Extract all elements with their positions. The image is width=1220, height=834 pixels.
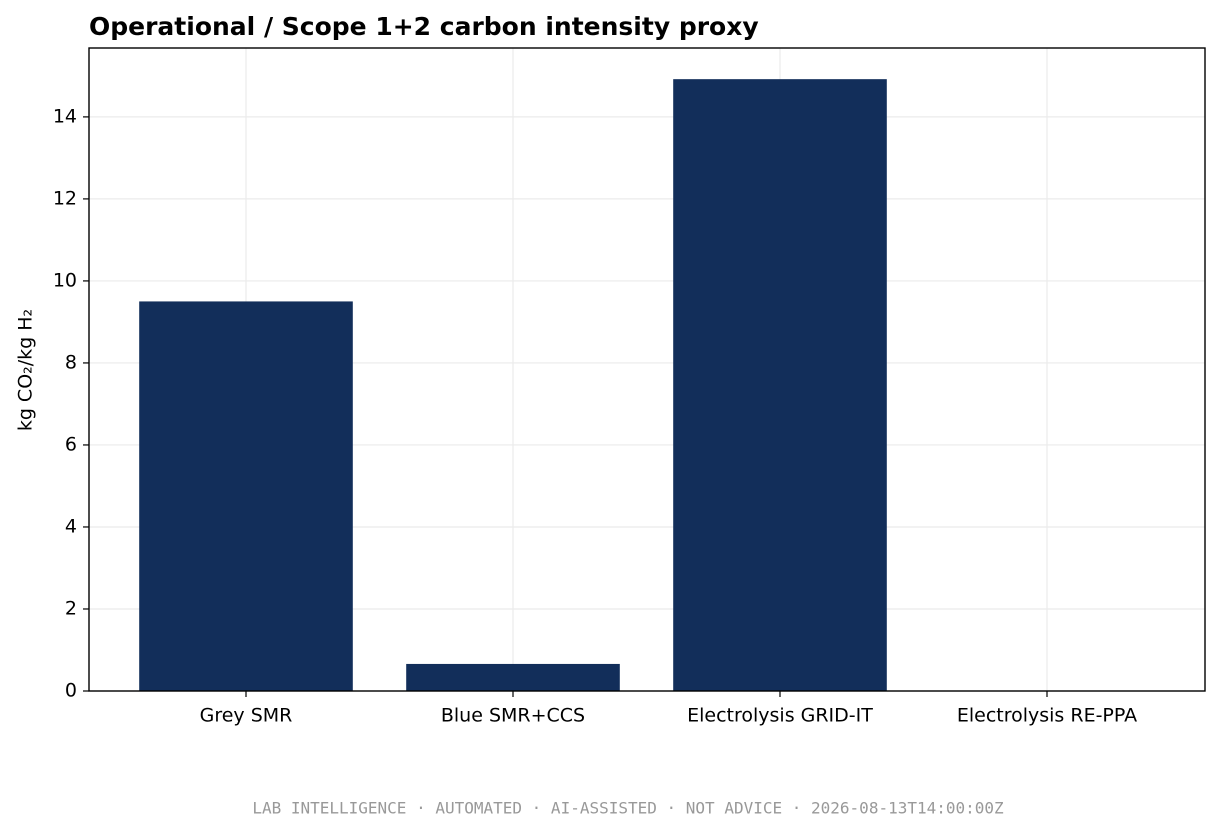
y-tick-label: 8 xyxy=(65,351,77,373)
bar xyxy=(139,301,353,691)
x-tick-label: Blue SMR+CCS xyxy=(441,705,585,727)
y-tick-label: 4 xyxy=(65,515,77,537)
y-tick-label: 12 xyxy=(53,187,77,209)
footer: LAB INTELLIGENCE · AUTOMATED · AI-ASSIST… xyxy=(252,799,1004,818)
y-tick-label: 14 xyxy=(53,105,77,127)
bar xyxy=(406,663,620,691)
plot-frame xyxy=(88,47,1206,692)
x-tick-label: Grey SMR xyxy=(200,705,293,727)
chart-title: Operational / Scope 1+2 carbon intensity… xyxy=(89,12,759,41)
y-tick-label: 10 xyxy=(53,269,77,291)
y-axis-label: kg CO₂/kg H₂ xyxy=(15,309,37,431)
y-tick-label: 6 xyxy=(65,433,77,455)
x-tick-label: Electrolysis RE-PPA xyxy=(957,705,1137,727)
bar xyxy=(673,79,887,691)
y-tick-label: 2 xyxy=(65,597,77,619)
y-tick-label: 0 xyxy=(65,680,77,702)
x-tick-label: Electrolysis GRID-IT xyxy=(687,705,873,727)
